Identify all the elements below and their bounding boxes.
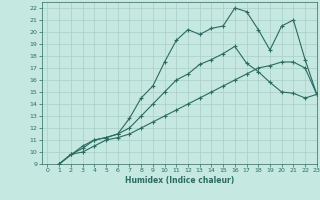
X-axis label: Humidex (Indice chaleur): Humidex (Indice chaleur) [124,176,234,185]
